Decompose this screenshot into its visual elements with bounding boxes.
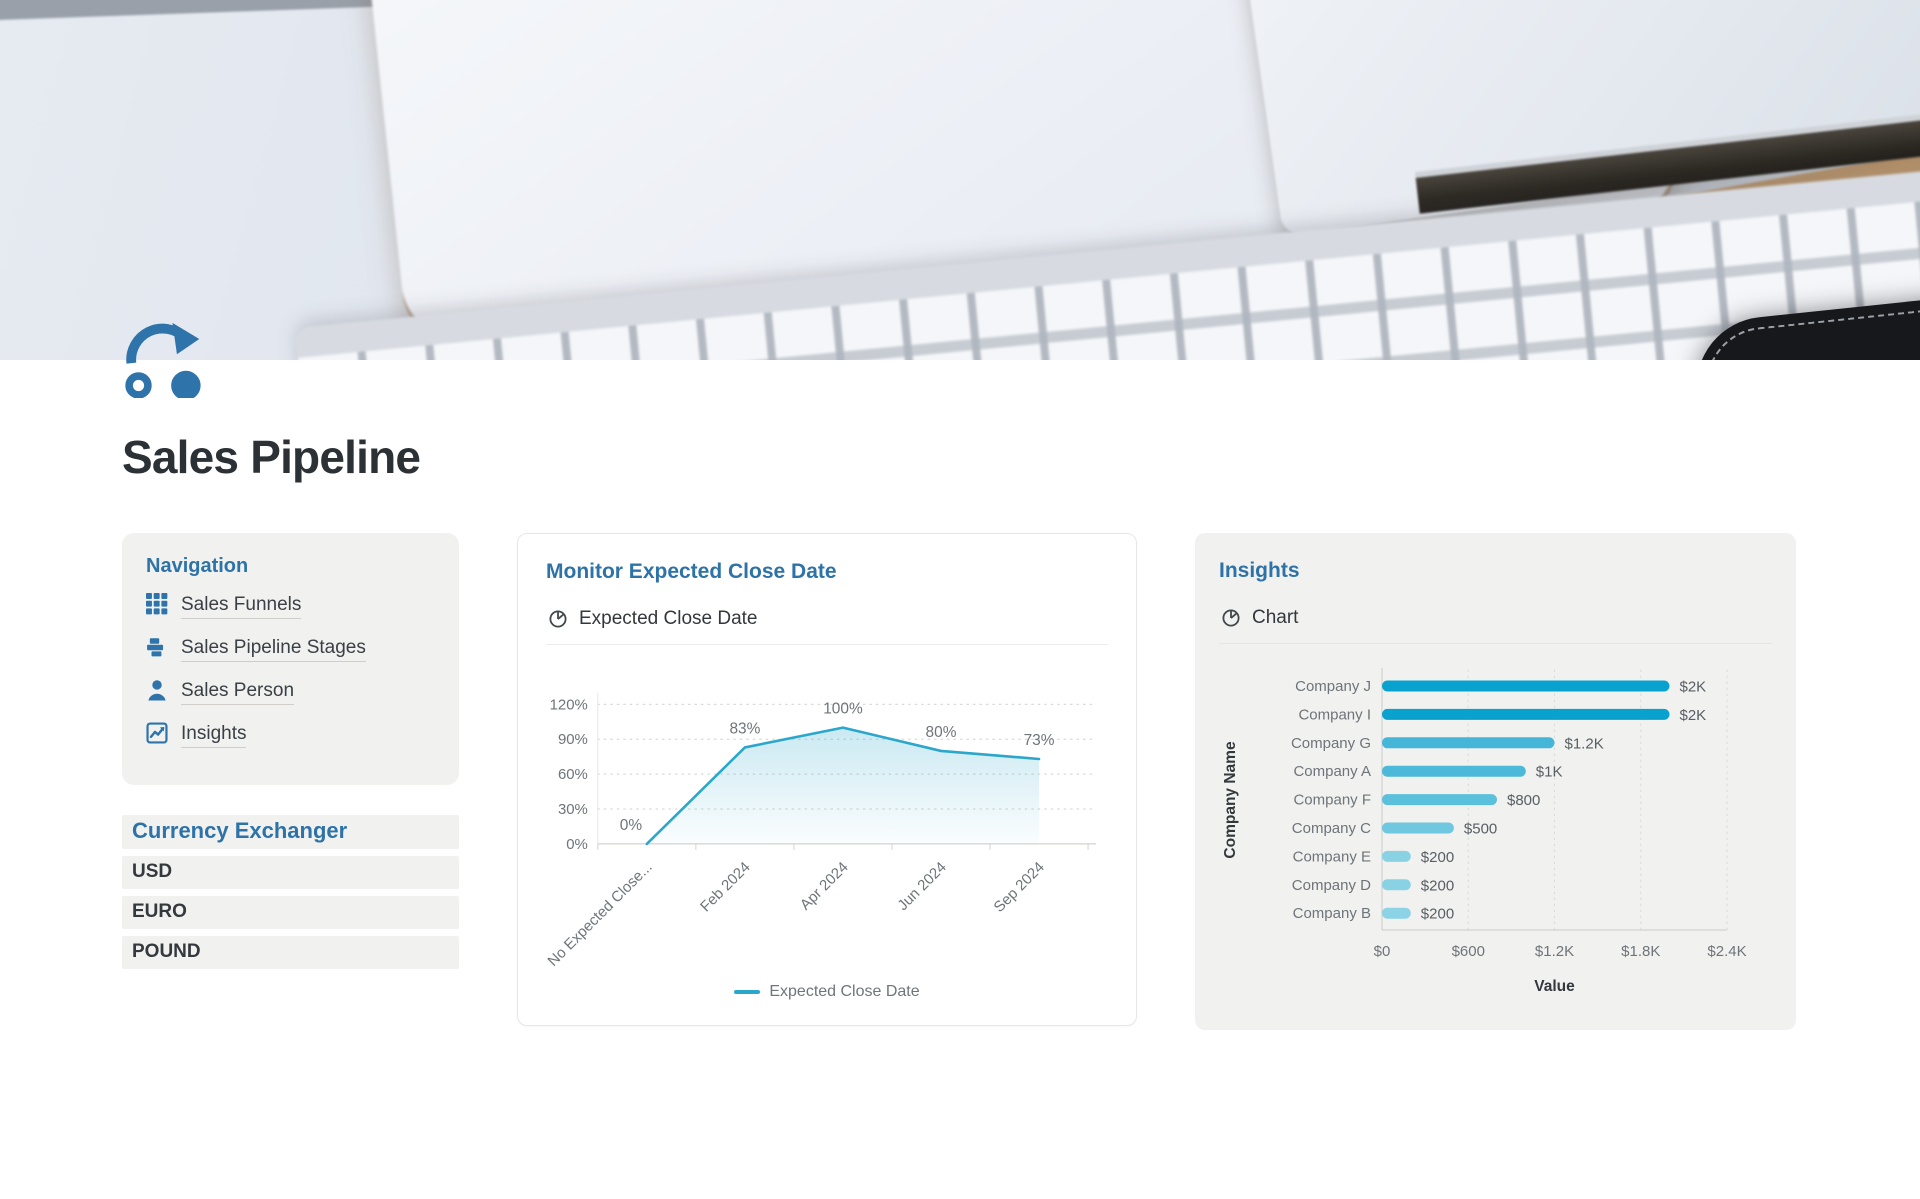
stages-icon [146, 636, 168, 663]
svg-text:$200: $200 [1421, 906, 1454, 923]
nav-item-label: Sales Person [181, 680, 295, 705]
nav-item-label: Sales Pipeline Stages [181, 637, 366, 662]
legend-label: Expected Close Date [769, 983, 920, 1000]
dashboard-columns: Navigation Sales Funnels Sales Pipeline S… [122, 533, 1796, 1030]
svg-text:Company B: Company B [1293, 905, 1371, 922]
currency-row-pound[interactable]: POUND [122, 936, 459, 969]
svg-text:0%: 0% [566, 836, 588, 853]
pie-chart-icon [1222, 609, 1240, 627]
nav-item-sales-funnels[interactable]: Sales Funnels [146, 593, 435, 620]
svg-text:Company G: Company G [1291, 735, 1371, 752]
nav-item-sales-pipeline-stages[interactable]: Sales Pipeline Stages [146, 636, 435, 663]
currency-row-euro[interactable]: EURO [122, 896, 459, 929]
svg-text:73%: 73% [1024, 732, 1055, 749]
left-column: Navigation Sales Funnels Sales Pipeline S… [122, 533, 459, 969]
nav-item-insights[interactable]: Insights [146, 722, 435, 749]
bar-chart: $0 $600 $1.2K $1.8K $2.4K Company J $2K Company… [1222, 668, 1747, 995]
svg-text:80%: 80% [926, 724, 957, 741]
svg-text:$200: $200 [1421, 877, 1454, 894]
svg-text:$0: $0 [1374, 943, 1391, 960]
svg-text:Company I: Company I [1298, 706, 1371, 723]
insights-card-title: Insights [1219, 559, 1300, 582]
pie-chart-icon [549, 610, 567, 628]
svg-text:100%: 100% [823, 701, 863, 718]
person-icon [146, 679, 168, 706]
svg-text:$2K: $2K [1680, 679, 1707, 696]
grid-icon [146, 593, 168, 620]
svg-text:Company E: Company E [1293, 848, 1371, 865]
svg-text:Company D: Company D [1292, 877, 1371, 894]
svg-text:$1K: $1K [1536, 764, 1563, 781]
view-tab-expected-close-date[interactable]: Expected Close Date [546, 604, 1108, 645]
currency-exchanger: Currency Exchanger USD EURO POUND [122, 815, 459, 969]
currency-list: USD EURO POUND [122, 856, 459, 969]
svg-text:Company A: Company A [1293, 763, 1371, 780]
navigation-list: Sales Funnels Sales Pipeline Stages Sales … [146, 593, 435, 749]
line-chart: 0% 30% 60% 90% 120% 0% 83% 100% 80% 73% No Expecte… [546, 692, 1097, 970]
svg-text:60%: 60% [558, 766, 588, 783]
insights-card: Insights Chart $0 $600 $1.2K $1.8K $2.4K Comp… [1195, 533, 1796, 1030]
svg-text:Company F: Company F [1293, 792, 1371, 809]
svg-text:Apr 2024: Apr 2024 [797, 859, 852, 914]
cover-photo [0, 0, 1920, 360]
nav-item-label: Insights [181, 723, 247, 748]
svg-text:Company Name: Company Name [1222, 741, 1239, 859]
svg-text:$1.2K: $1.2K [1535, 943, 1574, 960]
svg-text:$2.4K: $2.4K [1707, 943, 1746, 960]
svg-text:$200: $200 [1421, 849, 1454, 866]
page-icon redirect-arrow-icon[interactable] [122, 314, 214, 398]
view-tab-label: Expected Close Date [579, 608, 758, 629]
svg-text:0%: 0% [620, 817, 643, 834]
line-chart-area: 0% 30% 60% 90% 120% 0% 83% 100% 80% 73% No Expecte… [546, 659, 1108, 975]
svg-text:30%: 30% [558, 801, 588, 818]
svg-text:$500: $500 [1464, 821, 1497, 838]
view-tab-label: Chart [1252, 607, 1299, 628]
currency-row-usd[interactable]: USD [122, 856, 459, 889]
svg-text:Jun 2024: Jun 2024 [894, 859, 949, 914]
bar-chart-area: $0 $600 $1.2K $1.8K $2.4K Company J $2K Company… [1219, 660, 1772, 1000]
close-date-card: Monitor Expected Close Date Expected Clo… [517, 533, 1137, 1026]
nav-item-label: Sales Funnels [181, 594, 302, 619]
insights-icon [146, 722, 168, 749]
legend-swatch [734, 990, 761, 994]
svg-text:Feb 2024: Feb 2024 [697, 859, 754, 916]
legend-expected-close-date[interactable]: Expected Close Date [546, 983, 1108, 1001]
svg-text:83%: 83% [729, 720, 760, 737]
navigation-heading: Navigation [146, 555, 249, 577]
svg-text:Value: Value [1534, 978, 1575, 995]
view-tab-chart[interactable]: Chart [1219, 603, 1772, 644]
svg-text:Sep 2024: Sep 2024 [991, 859, 1048, 916]
svg-text:$1.8K: $1.8K [1621, 943, 1660, 960]
close-date-card-title: Monitor Expected Close Date [546, 560, 837, 583]
svg-text:$600: $600 [1452, 943, 1485, 960]
svg-text:90%: 90% [558, 731, 588, 748]
navigation-card: Navigation Sales Funnels Sales Pipeline S… [122, 533, 459, 785]
svg-text:$800: $800 [1507, 792, 1540, 809]
currency-exchanger-heading: Currency Exchanger [122, 815, 459, 849]
svg-text:Company C: Company C [1292, 820, 1371, 837]
svg-text:$2K: $2K [1680, 707, 1707, 724]
svg-text:No Expected Close...: No Expected Close... [546, 859, 656, 970]
nav-item-sales-person[interactable]: Sales Person [146, 679, 435, 706]
svg-text:Company J: Company J [1295, 678, 1371, 695]
svg-text:$1.2K: $1.2K [1565, 735, 1604, 752]
page-title: Sales Pipeline [122, 431, 421, 483]
svg-text:120%: 120% [550, 696, 588, 713]
